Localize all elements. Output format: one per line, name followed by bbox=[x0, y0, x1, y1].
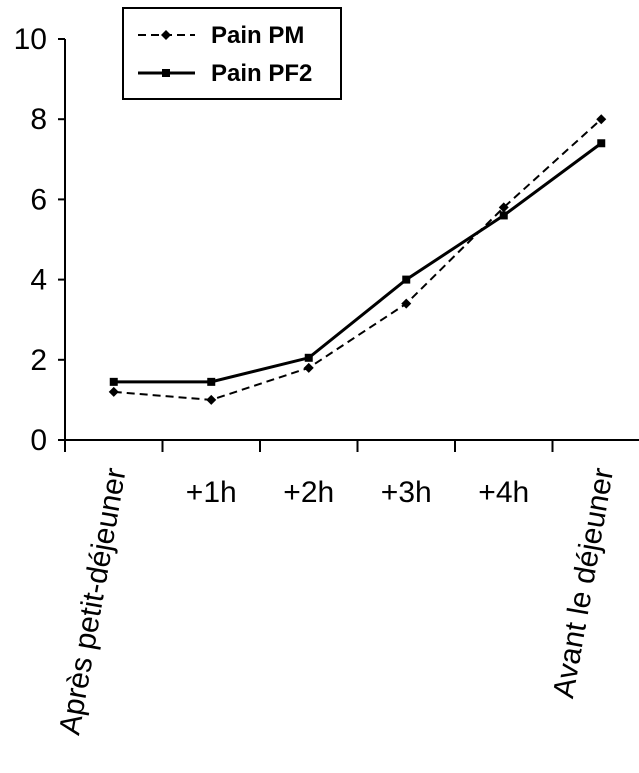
y-tick-label: 10 bbox=[14, 23, 47, 56]
x-tick-label: Avant le déjeuner bbox=[547, 465, 620, 700]
y-tick-label: 0 bbox=[30, 424, 47, 457]
y-tick-label: 8 bbox=[30, 103, 47, 136]
chart-series bbox=[108, 114, 607, 405]
x-tick-label: +3h bbox=[381, 476, 432, 509]
data-point-pain-pf2 bbox=[207, 377, 216, 386]
data-point-pain-pm bbox=[498, 202, 509, 213]
data-point-pain-pf2 bbox=[304, 353, 313, 362]
y-tick-label: 6 bbox=[30, 183, 47, 216]
chart-axes: 0 2 4 6 8 10 Après petit-déjeuner +1h +2h +3h +4h A… bbox=[14, 23, 639, 737]
legend-marker-pain-pf2 bbox=[162, 69, 170, 77]
series-line-pain-pm bbox=[113, 118, 602, 401]
legend-label-pain-pf2: Pain PF2 bbox=[211, 60, 312, 87]
data-point-pain-pf2 bbox=[109, 377, 118, 386]
x-tick-label: +4h bbox=[478, 476, 529, 509]
series-line-pain-pf2 bbox=[113, 142, 603, 384]
legend-marker-pain-pm bbox=[161, 30, 171, 40]
legend-label-pain-pm: Pain PM bbox=[211, 22, 304, 49]
data-point-pain-pf2 bbox=[402, 275, 411, 284]
y-tick-label: 4 bbox=[30, 264, 47, 297]
legend-box bbox=[122, 7, 342, 100]
y-tick-label: 2 bbox=[30, 344, 47, 377]
data-point-pain-pm bbox=[206, 394, 217, 405]
x-tick-label: +1h bbox=[186, 476, 237, 509]
x-tick-label: Après petit-déjeuner bbox=[53, 465, 132, 737]
chart-legend: Pain PM Pain PF2 bbox=[122, 7, 342, 100]
x-tick-label: +2h bbox=[283, 476, 334, 509]
data-point-pain-pf2 bbox=[597, 139, 606, 148]
data-point-pain-pm bbox=[401, 298, 412, 309]
data-point-pain-pf2 bbox=[499, 211, 508, 220]
data-point-pain-pm bbox=[303, 362, 314, 373]
data-point-pain-pm bbox=[596, 114, 607, 125]
data-point-pain-pm bbox=[108, 386, 119, 397]
